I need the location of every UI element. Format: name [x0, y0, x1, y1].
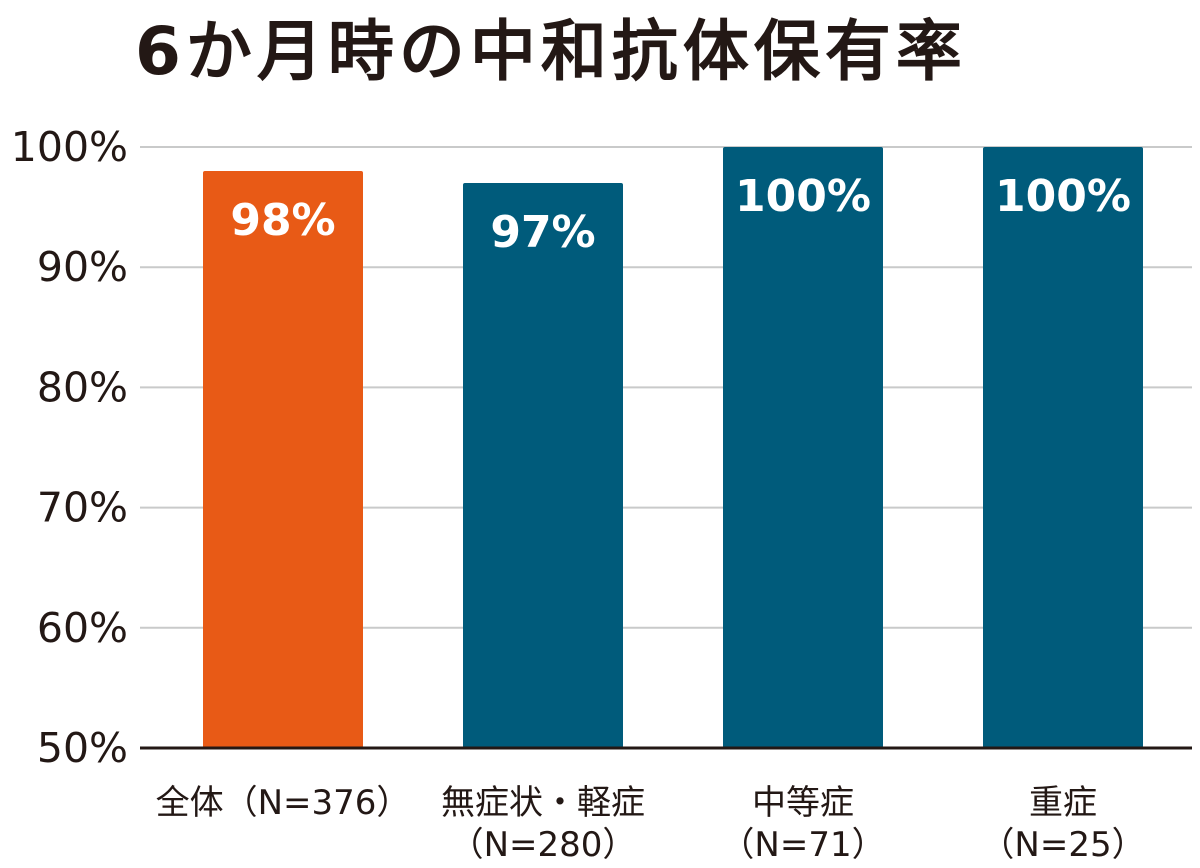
y-tick-label-80: 80% [37, 363, 128, 411]
y-tick-label-100: 100% [11, 123, 128, 171]
category-label-0-0: 全体（N=376） [156, 783, 411, 823]
bars [203, 147, 1143, 749]
bar-1 [463, 183, 623, 748]
category-label-2-1: （N=71） [720, 825, 885, 865]
data-labels: 98% 97% 100% 100% [230, 171, 1131, 258]
data-label-0: 98% [230, 195, 335, 246]
y-tick-label-50: 50% [37, 724, 128, 772]
category-label-3-0: 重症 [1029, 783, 1097, 823]
data-label-3: 100% [995, 171, 1131, 222]
category-label-1-0: 無症状・軽症 [441, 783, 645, 823]
category-label-2-0: 中等症 [752, 783, 854, 823]
category-label-3-1: （N=25） [980, 825, 1145, 865]
y-tick-label-60: 60% [37, 604, 128, 652]
y-axis-ticks: 50% 60% 70% 80% 90% 100% [11, 123, 128, 772]
bar-3 [983, 147, 1143, 748]
chart-title: 6か月時の中和抗体保有率 [135, 13, 967, 90]
bar-2 [723, 147, 883, 748]
bar-0 [203, 171, 363, 749]
x-axis-categories: 全体（N=376） 無症状・軽症（N=280） 中等症（N=71） 重症（N=25） [156, 783, 1146, 865]
y-tick-label-70: 70% [37, 484, 128, 532]
y-tick-label-90: 90% [37, 243, 128, 291]
category-label-1-1: （N=280） [450, 825, 637, 865]
data-label-2: 100% [735, 171, 871, 222]
data-label-1: 97% [490, 207, 595, 258]
